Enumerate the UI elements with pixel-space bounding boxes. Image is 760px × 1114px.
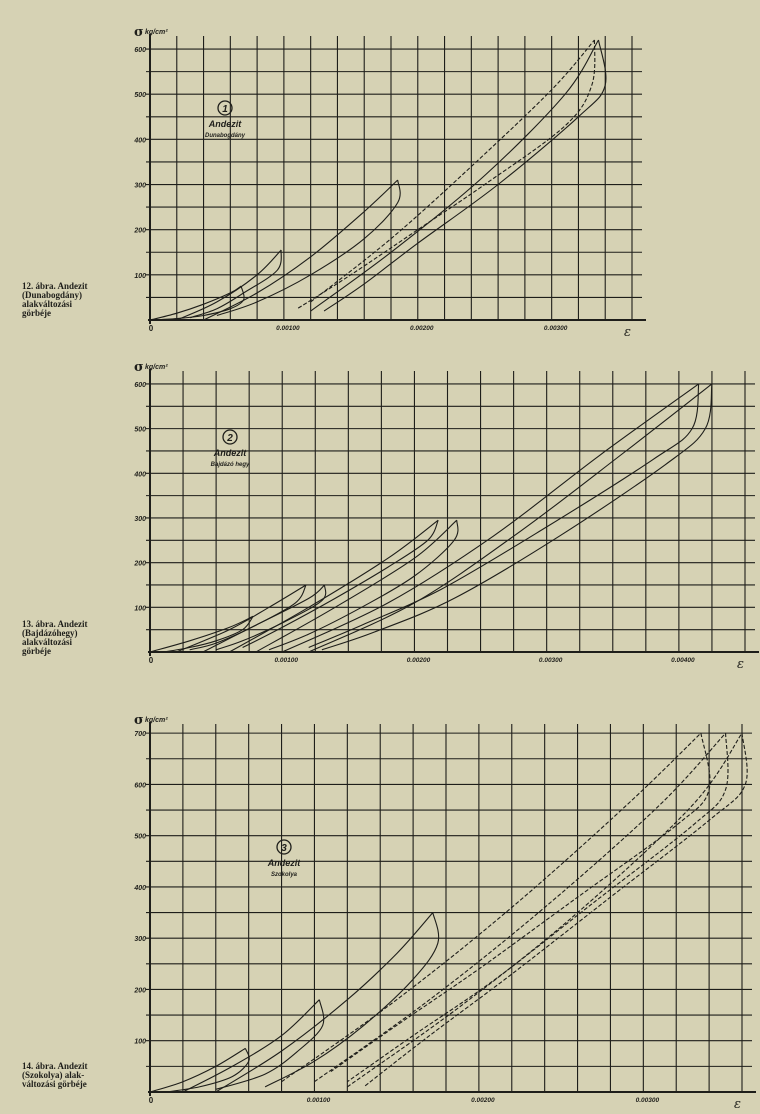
- series-curve-2: [149, 285, 245, 321]
- marker-circle: [217, 100, 233, 116]
- marker-circle: [222, 429, 238, 445]
- series-curve-3: [176, 584, 307, 653]
- y-axis-symbol: σ: [134, 360, 144, 375]
- y-tick-label: 200: [133, 561, 146, 568]
- y-tick-label: 100: [134, 273, 146, 280]
- series-curve-5: [215, 912, 434, 1093]
- series-curve-12: [308, 383, 700, 649]
- series-curve-8: [330, 733, 711, 1072]
- y-tick-label: 300: [134, 183, 146, 190]
- marker-number: 1: [222, 104, 228, 115]
- y-tick-label: 300: [134, 936, 146, 943]
- y-tick-label: 300: [134, 516, 146, 523]
- y-axis-unit: kg/cm²: [145, 364, 168, 371]
- series-curve-11: [346, 732, 743, 1088]
- y-tick-label: 500: [134, 427, 146, 434]
- y-tick-label: 200: [133, 228, 146, 235]
- y-axis-symbol: σ: [134, 713, 144, 728]
- series-curve-4: [190, 249, 282, 319]
- series-curve-7: [229, 519, 439, 653]
- series-curve-9: [255, 519, 458, 653]
- y-tick-label: 400: [133, 885, 146, 892]
- marker-number: 3: [281, 843, 287, 854]
- y-tick-label: 100: [134, 1039, 146, 1046]
- series-curve-7: [281, 732, 702, 1083]
- x-tick-label: 0.00100: [274, 657, 298, 664]
- x-axis-symbol: ε: [624, 325, 631, 340]
- x-tick-label: 0.00100: [307, 1097, 331, 1104]
- series-curve-10: [323, 39, 607, 312]
- series-curve-4: [215, 999, 325, 1090]
- series-curve-5: [203, 179, 399, 321]
- series-curve-14: [321, 383, 713, 651]
- annotation-label-sub: Bajdázó hegy: [211, 462, 250, 468]
- series-curve-2: [163, 615, 254, 653]
- x-tick-label: 0.00300: [539, 657, 563, 664]
- x-axis-symbol: ε: [737, 657, 744, 672]
- figure-14-caption: 14. ábra. Andezit (Szokolya) alak- válto…: [22, 1061, 88, 1089]
- y-tick-label: 600: [134, 47, 146, 54]
- x-tick-label: 0.00100: [276, 325, 300, 332]
- y-tick-label: 700: [134, 731, 146, 738]
- series-curve-6: [216, 179, 401, 317]
- annotation-label-sub: Dunabogdány: [205, 133, 246, 139]
- y-tick-label: 600: [134, 782, 146, 789]
- series-curve-1: [149, 615, 254, 653]
- y-tick-label: 100: [134, 605, 146, 612]
- series-curve-11: [281, 383, 700, 653]
- y-axis-unit: kg/cm²: [145, 717, 168, 724]
- x-tick-label: 0.00300: [544, 325, 568, 332]
- series-curve-3: [182, 999, 320, 1093]
- marker-number: 2: [226, 433, 233, 444]
- series-curve-8: [297, 39, 596, 310]
- y-axis-symbol: σ: [134, 25, 144, 40]
- series-curve-8: [242, 519, 439, 648]
- series-curve-13: [308, 383, 713, 653]
- figure-13-caption: 13. ábra. Andezit (Bajdázóhegy) alakvált…: [22, 619, 88, 656]
- x-tick-label: 0.00200: [410, 325, 434, 332]
- series-curve-5: [202, 584, 325, 653]
- series-curve-4: [189, 584, 307, 651]
- annotation-label-main: Andezit: [208, 119, 243, 129]
- series-curve-6: [264, 912, 440, 1088]
- series-curve-7: [310, 39, 595, 303]
- annotation-label-main: Andezit: [267, 858, 302, 868]
- y-axis-unit: kg/cm²: [145, 29, 168, 36]
- series-curve-9: [310, 39, 599, 312]
- y-tick-label: 400: [133, 137, 146, 144]
- x-tick-label: 0.00300: [636, 1097, 660, 1104]
- figure-12-caption: 12. ábra. Andezit (Dunabogdány) alakvált…: [22, 281, 88, 318]
- x-axis-symbol: ε: [734, 1097, 741, 1112]
- chart-3: 100 200 300 400 500 600 700 0 0.00100 0.00200 0.00…: [133, 713, 756, 1112]
- y-tick-label: 500: [134, 92, 146, 99]
- x-tick-label: 0.00200: [407, 657, 431, 664]
- chart-2: 100 200 300 400 500 600 0 0.00100 0.00200 0.00300…: [133, 360, 759, 672]
- y-tick-label: 400: [133, 471, 146, 478]
- y-tick-label: 600: [134, 382, 146, 389]
- x-tick-label: 0.00400: [671, 657, 695, 664]
- series-curve-10: [268, 520, 459, 651]
- x-tick-label-origin: 0: [149, 324, 154, 333]
- series-curve-12: [363, 733, 748, 1088]
- annotation-label-sub: Szokolya: [271, 872, 298, 878]
- y-tick-label: 200: [133, 987, 146, 994]
- chart-1: 100 200 300 400 500 600 0 0.00100 0.00200 0.00300…: [133, 25, 646, 340]
- series-curve-9: [314, 732, 727, 1083]
- x-tick-label-origin: 0: [149, 1096, 154, 1105]
- series-curve-10: [346, 733, 729, 1083]
- x-tick-label-origin: 0: [149, 656, 154, 665]
- series-curve-1: [149, 1047, 246, 1093]
- marker-circle: [276, 839, 292, 855]
- annotation-label-main: Andezit: [213, 448, 248, 458]
- x-tick-label: 0.00200: [471, 1097, 495, 1104]
- y-tick-label: 500: [134, 834, 146, 841]
- series-curve-3: [176, 249, 282, 321]
